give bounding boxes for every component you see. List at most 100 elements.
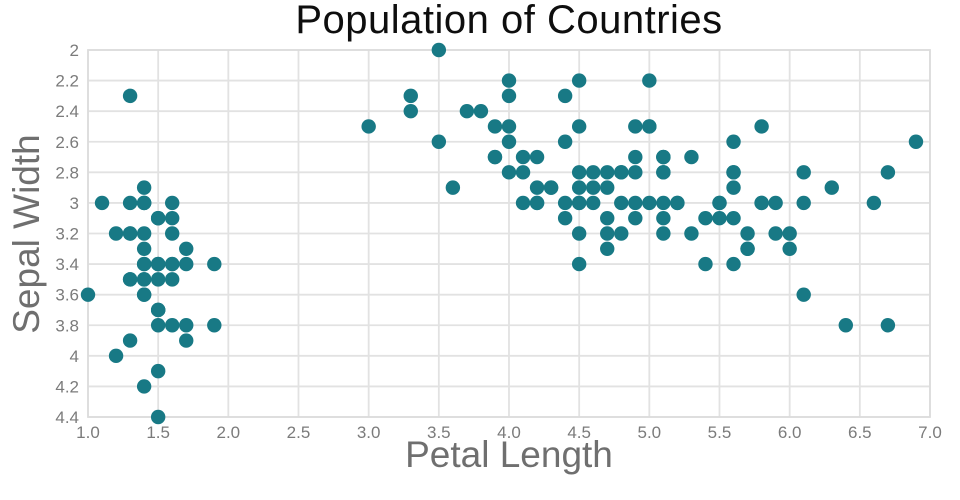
y-tick-label: 2.2 bbox=[55, 72, 79, 91]
data-point bbox=[726, 165, 741, 180]
data-point bbox=[150, 302, 166, 318]
data-point bbox=[150, 363, 166, 379]
data-point bbox=[501, 119, 517, 134]
data-point bbox=[136, 287, 152, 302]
data-point bbox=[529, 195, 545, 211]
data-point bbox=[207, 256, 222, 272]
data-point bbox=[122, 272, 138, 287]
data-point bbox=[136, 272, 152, 287]
x-tick-label: 4.5 bbox=[567, 423, 591, 442]
data-point bbox=[586, 180, 601, 195]
x-tick-label: 7.0 bbox=[918, 423, 942, 442]
data-point bbox=[136, 241, 152, 256]
data-point bbox=[515, 149, 531, 165]
data-point bbox=[796, 287, 811, 302]
data-point bbox=[165, 272, 180, 287]
data-point bbox=[165, 318, 180, 333]
data-point bbox=[501, 134, 517, 149]
data-point bbox=[571, 195, 587, 211]
data-point bbox=[628, 195, 643, 211]
data-point bbox=[726, 180, 741, 195]
data-point bbox=[880, 318, 896, 333]
data-point bbox=[165, 211, 180, 226]
data-point bbox=[108, 226, 124, 241]
data-point bbox=[179, 256, 194, 272]
x-tick-label: 1.0 bbox=[76, 423, 100, 442]
y-axis-title: Sepal Width bbox=[6, 134, 47, 334]
data-point bbox=[515, 165, 531, 180]
data-point bbox=[361, 119, 376, 134]
data-point bbox=[108, 348, 124, 364]
data-point bbox=[726, 134, 741, 149]
data-point bbox=[600, 165, 615, 180]
y-tick-label: 3 bbox=[70, 194, 79, 213]
x-tick-label: 3.5 bbox=[427, 423, 451, 442]
data-point bbox=[754, 119, 769, 134]
data-point bbox=[782, 226, 797, 241]
x-tick-label: 5.0 bbox=[638, 423, 662, 442]
data-point bbox=[796, 195, 811, 211]
data-point bbox=[656, 226, 671, 241]
y-tick-label: 2 bbox=[70, 41, 79, 60]
data-point bbox=[557, 88, 573, 104]
data-point bbox=[684, 226, 699, 241]
data-point bbox=[782, 241, 797, 256]
data-point bbox=[136, 379, 152, 394]
data-point bbox=[80, 287, 96, 302]
data-point bbox=[838, 318, 853, 333]
data-point bbox=[445, 180, 461, 195]
data-point bbox=[136, 226, 152, 241]
data-point bbox=[403, 88, 418, 104]
data-point bbox=[487, 119, 503, 134]
chart-title: Population of Countries bbox=[295, 0, 723, 42]
y-tick-label: 4.4 bbox=[55, 408, 79, 427]
data-point bbox=[515, 195, 531, 211]
data-point bbox=[557, 211, 573, 226]
x-tick-label: 1.5 bbox=[146, 423, 170, 442]
data-point bbox=[529, 149, 545, 165]
data-point bbox=[712, 195, 727, 211]
data-point bbox=[459, 103, 475, 119]
data-point bbox=[698, 211, 713, 226]
data-point bbox=[571, 180, 587, 195]
x-tick-label: 6.5 bbox=[848, 423, 872, 442]
data-point bbox=[628, 211, 643, 226]
data-point bbox=[150, 211, 166, 226]
y-tick-label: 3.2 bbox=[55, 225, 79, 244]
data-point bbox=[150, 272, 166, 287]
plot-border bbox=[87, 49, 931, 418]
data-point bbox=[557, 195, 573, 211]
data-point bbox=[880, 165, 896, 180]
y-tick-label: 2.6 bbox=[55, 133, 79, 152]
data-point bbox=[179, 333, 194, 348]
data-point bbox=[571, 73, 587, 88]
data-point bbox=[824, 180, 839, 195]
data-point bbox=[179, 241, 194, 256]
data-point bbox=[179, 318, 194, 333]
x-axis-tick-labels: 1.0 1.5 2.0 2.5 3.0 3.5 4.0 4.5 5.0 5.5 6.0 6.5 7.0 bbox=[76, 423, 942, 442]
data-point bbox=[628, 119, 643, 134]
data-point bbox=[670, 195, 685, 211]
data-point bbox=[726, 256, 741, 272]
y-axis-tick-labels: 2 2.2 2.4 2.6 2.8 3 3.2 3.4 3.6 3.8 4 4.2 4.4 bbox=[55, 41, 79, 427]
data-point bbox=[754, 195, 769, 211]
data-point bbox=[600, 211, 615, 226]
y-tick-label: 4.2 bbox=[55, 377, 79, 396]
x-axis-title: Petal Length bbox=[405, 434, 613, 475]
data-point bbox=[712, 211, 727, 226]
data-point bbox=[136, 256, 152, 272]
data-point bbox=[403, 103, 418, 119]
data-point bbox=[94, 195, 110, 211]
data-point bbox=[600, 180, 615, 195]
data-point bbox=[571, 226, 587, 241]
data-point bbox=[600, 241, 615, 256]
x-tick-label: 6.0 bbox=[778, 423, 802, 442]
data-point bbox=[529, 180, 545, 195]
data-point bbox=[431, 134, 447, 149]
data-point bbox=[501, 88, 517, 104]
data-point bbox=[908, 134, 924, 149]
data-point bbox=[586, 195, 601, 211]
data-point bbox=[165, 256, 180, 272]
